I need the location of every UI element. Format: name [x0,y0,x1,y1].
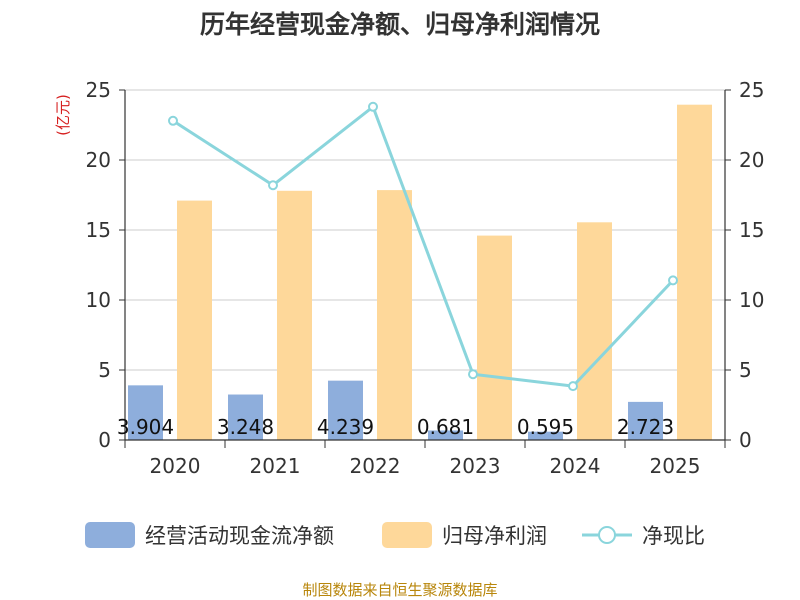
right-tick-label: 0 [739,428,752,452]
x-tick-label: 2020 [150,454,201,478]
legend-swatch-cashflow [85,522,135,548]
bar-net-profit [577,222,612,440]
x-tick-label: 2022 [350,454,401,478]
data-label: 0.681 [417,415,474,439]
bar-net-profit [277,190,312,440]
ratio-line-path [172,105,675,388]
data-label: 0.595 [517,415,574,439]
data-labels: 3.904 3.248 4.239 0.681 0.595 2.723 [117,415,674,439]
bar-cashflow [128,385,163,440]
x-tick-label: 2021 [250,454,301,478]
legend-marker-ratio [598,526,616,544]
data-label: 4.239 [317,415,374,439]
source-note: 制图数据来自恒生聚源数据库 [302,581,497,599]
bar-net-profit [177,200,212,440]
bar-net-profit [377,190,412,440]
x-tick-label: 2024 [550,454,601,478]
right-tick-label: 5 [739,358,752,382]
right-tick-label: 10 [739,288,764,312]
data-label: 3.248 [217,415,274,439]
bar-cashflow [328,380,363,440]
ratio-point [568,381,578,392]
bar-cashflow [528,431,563,440]
left-tick-label: 20 [86,148,111,172]
right-tick-label: 15 [739,218,764,242]
left-tick-label: 0 [98,428,111,452]
data-label: 3.904 [117,415,174,439]
legend-label-net-profit: 归母净利润 [442,524,547,548]
legend-label-ratio: 净现比 [642,524,705,548]
legend-swatch-net-profit [382,522,432,548]
ratio-point [168,115,178,126]
bar-cashflow [428,430,463,440]
right-tick-label: 25 [739,78,764,102]
x-tick-label: 2023 [450,454,501,478]
left-tick-label: 25 [86,78,111,102]
right-tick-label: 20 [739,148,764,172]
bar-cashflow [628,401,663,440]
bar-net-profit [677,104,712,440]
chart-title: 历年经营现金净额、归母净利润情况 [200,10,600,39]
bar-cashflow [228,394,263,440]
left-tick-label: 10 [86,288,111,312]
legend-label-cashflow: 经营活动现金流净额 [145,524,334,548]
ratio-point [268,180,278,191]
data-label: 2.723 [617,415,674,439]
legend: 经营活动现金流净额 归母净利润 净现比 [85,522,705,548]
x-tick-label: 2025 [650,454,701,478]
bars [128,104,712,440]
bar-net-profit [477,235,512,440]
left-tick-label: 5 [98,358,111,382]
ratio-point [368,101,378,112]
left-axis-unit: (亿元) [54,94,72,136]
grid [125,89,725,371]
ratio-point [668,275,678,286]
ratio-point [468,369,478,380]
left-tick-label: 15 [86,218,111,242]
ratio-line [168,101,678,392]
